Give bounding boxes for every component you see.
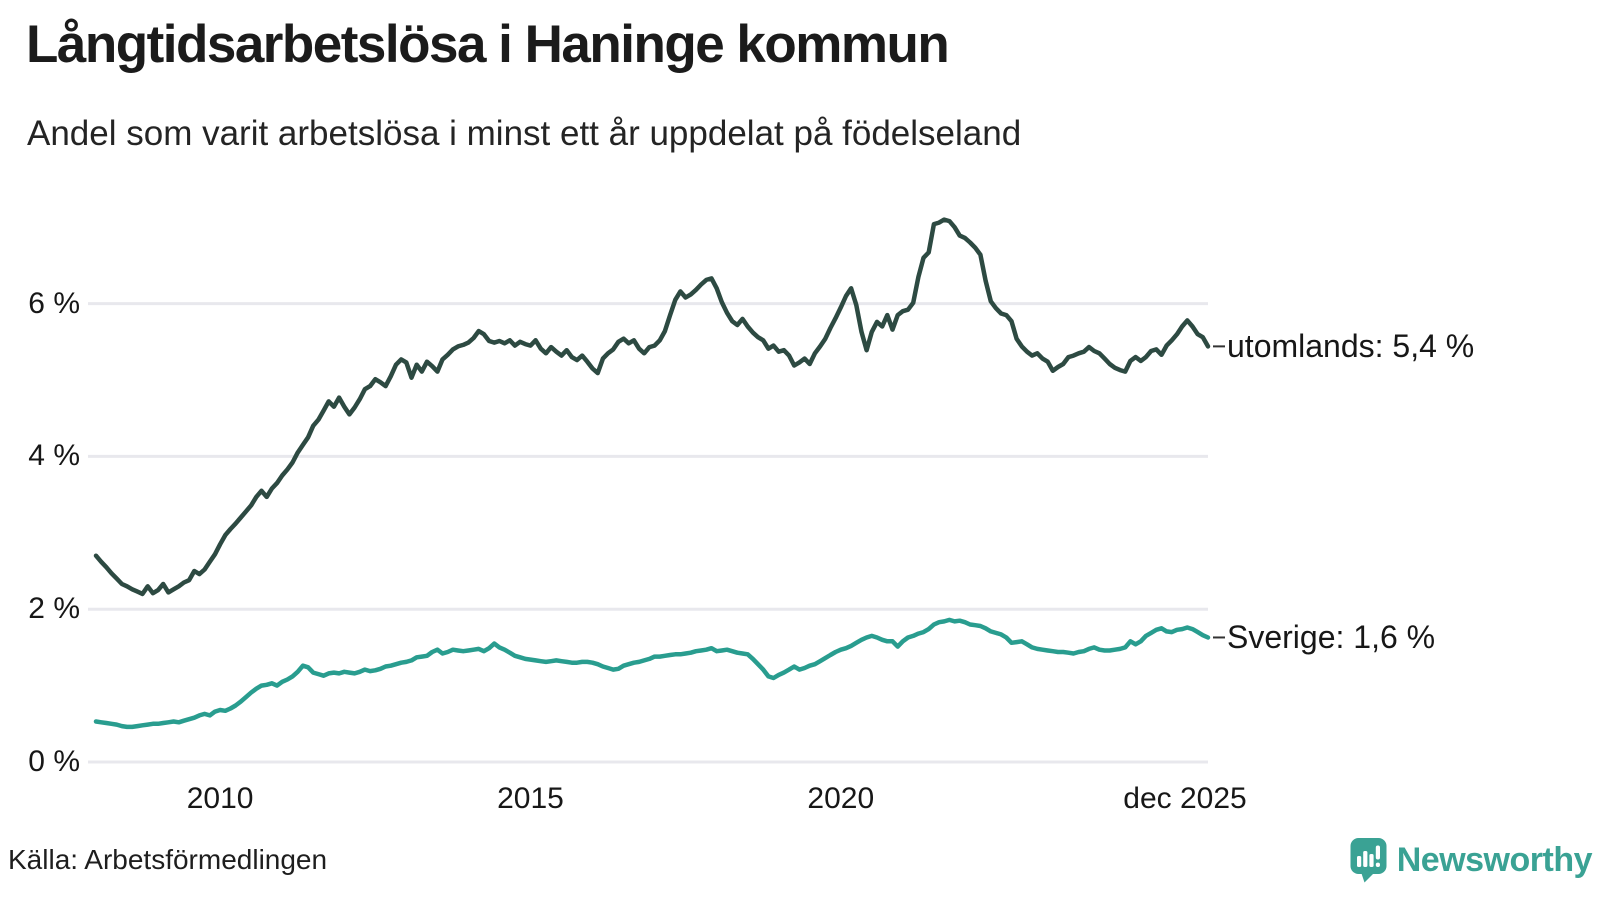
x-axis-label-2010: 2010 xyxy=(186,782,254,815)
page-title: Långtidsarbetslösa i Haninge kommun xyxy=(26,15,950,74)
series-line-utomlands xyxy=(93,217,1211,597)
y-axis-label-0: 0 % xyxy=(28,745,80,778)
newsworthy-logo: Newsworthy xyxy=(1350,838,1593,888)
newsworthy-logo-wordmark: Newsworthy xyxy=(1396,841,1593,879)
chart-area xyxy=(88,217,1225,764)
x-axis-label-2015: 2015 xyxy=(497,782,564,815)
x-axis-label-dec-2025: dec 2025 xyxy=(1123,782,1247,815)
x-axis-label-2020: 2020 xyxy=(807,782,875,815)
source-note: Källa: Arbetsförmedlingen xyxy=(8,844,328,875)
y-axis-label-6: 6 % xyxy=(28,286,80,320)
y-axis-label-4: 4 % xyxy=(28,439,80,473)
series-label-utomlands: utomlands: 5,4 % xyxy=(1227,328,1475,365)
series-label-sverige: Sverige: 1,6 % xyxy=(1227,619,1436,656)
y-axis-label-2: 2 % xyxy=(28,592,80,626)
series-line-sverige xyxy=(93,617,1211,730)
newsworthy-logo-mark-icon xyxy=(1350,838,1387,888)
page-subtitle: Andel som varit arbetslösa i minst ett å… xyxy=(27,114,1022,153)
